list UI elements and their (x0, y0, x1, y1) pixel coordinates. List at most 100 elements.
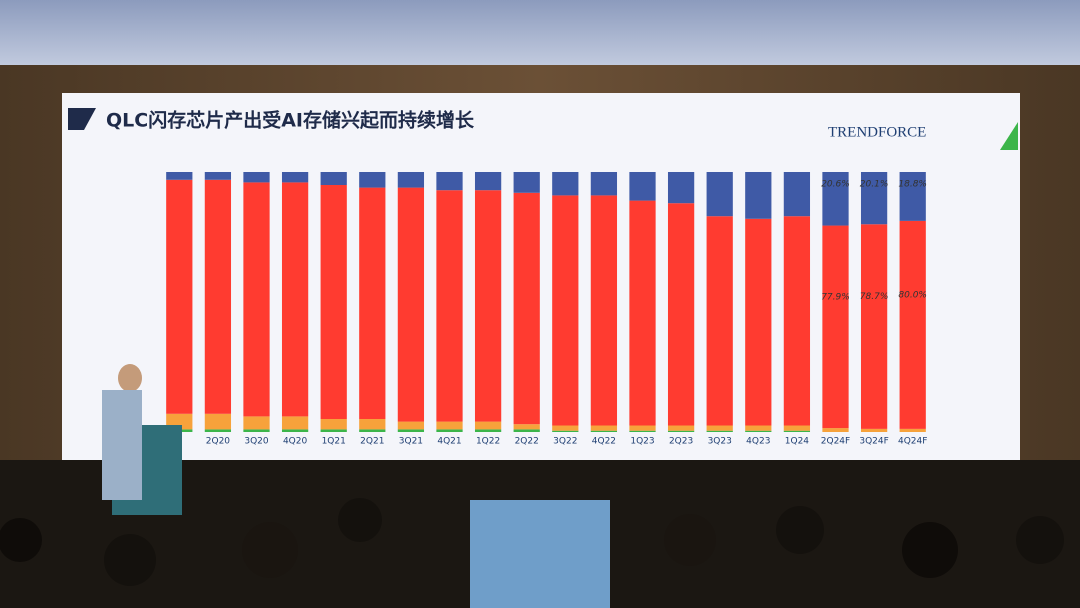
bar-segment (436, 190, 463, 422)
bar-segment (397, 172, 425, 188)
x-tick-label: 3Q24F (859, 437, 888, 447)
bar-segment (243, 172, 270, 183)
bar-segment (320, 419, 347, 430)
x-tick-label: 1Q24 (785, 437, 810, 447)
bar-segment (745, 425, 772, 431)
bar-segment (783, 216, 811, 426)
bar-segment (320, 185, 347, 419)
x-tick-label: 2Q24F (821, 437, 850, 447)
bar-segment (320, 429, 347, 432)
bar-segment (629, 430, 656, 432)
x-tick-label: 3Q22 (553, 437, 577, 447)
x-tick-label: 1Q23 (630, 437, 654, 447)
bar-segment (204, 172, 232, 180)
bar-segment (166, 179, 193, 414)
x-tick-label: 4Q20 (283, 437, 308, 447)
bar-segment (629, 172, 656, 201)
bar-segment (745, 172, 772, 219)
ceiling (0, 0, 1080, 75)
bar-segment (359, 419, 386, 430)
bar-segment (320, 172, 347, 185)
bar-segment (706, 425, 733, 431)
bar-segment (243, 182, 270, 417)
bar-segment (590, 172, 618, 196)
bar-segment (513, 192, 540, 425)
brand: TRENDFORCE (828, 124, 926, 140)
bar-segment (783, 172, 811, 217)
bar-segment (899, 172, 926, 221)
bar-segment (436, 429, 463, 432)
bar-segment (552, 195, 579, 426)
bar-segment (204, 179, 232, 414)
bar-segment (590, 430, 618, 432)
bar-segment (629, 200, 656, 426)
bar-segment (706, 430, 733, 432)
x-tick-label: 4Q23 (746, 437, 770, 447)
value-label: 20.1% (860, 180, 889, 190)
bar-segment (359, 172, 386, 188)
x-tick-label: 3Q21 (399, 437, 423, 447)
bar-segment (706, 172, 733, 217)
x-tick-label: 2Q23 (669, 437, 693, 447)
bar-segment (860, 172, 888, 225)
bar-segment (166, 172, 193, 180)
bar-segment (513, 429, 540, 432)
value-label: 20.6% (821, 180, 850, 190)
bar-segment (667, 430, 695, 432)
x-tick-label: 3Q23 (708, 437, 732, 447)
bar-segment (397, 187, 425, 422)
bar-segment (474, 429, 502, 432)
bar-segment (783, 425, 811, 431)
bar-segment (667, 172, 695, 204)
x-tick-label: 3Q20 (244, 437, 269, 447)
bar-segment (552, 430, 579, 432)
bar-segment (436, 172, 463, 191)
x-tick-label: 2Q22 (515, 437, 539, 447)
bar-segment (204, 429, 232, 432)
x-tick-label: 4Q22 (592, 437, 616, 447)
bar-segment (552, 172, 579, 196)
bar-segment (243, 416, 270, 430)
bar-segment (474, 172, 502, 191)
bar-segment (899, 220, 926, 429)
value-label: 80.0% (898, 290, 927, 300)
value-label: 18.8% (898, 180, 927, 190)
bar-segment (397, 429, 425, 432)
bar-segment (590, 195, 618, 426)
x-tick-label: 2Q20 (206, 437, 231, 447)
x-tick-label: 2Q21 (360, 437, 384, 447)
x-tick-label: 1Q21 (322, 437, 346, 447)
bar-segment (899, 428, 926, 432)
bar-segment (204, 413, 232, 430)
bar-segment (667, 425, 695, 431)
bar-segment (474, 421, 502, 430)
bar-segment (822, 172, 849, 226)
bar-segment (281, 416, 309, 430)
slide-mark (68, 108, 96, 130)
banner (470, 500, 610, 608)
bar-segment (281, 429, 309, 432)
x-tick-label: 4Q24F (898, 437, 927, 447)
bar-segment (359, 429, 386, 432)
bar-segment (822, 225, 849, 429)
slide-corner (1000, 122, 1018, 150)
bar-segment (783, 430, 811, 432)
bar-segment (860, 224, 888, 429)
bar-segment (745, 218, 772, 426)
crowd (0, 498, 1064, 586)
bar-segment (281, 182, 309, 417)
x-tick-label: 4Q21 (437, 437, 461, 447)
bar-segment (474, 190, 502, 422)
bar-segment (667, 203, 695, 426)
bar-segment (397, 421, 425, 430)
bar-segment (860, 428, 888, 432)
bar-segment (436, 421, 463, 430)
bar-segment (243, 429, 270, 432)
bar-segment (513, 424, 540, 430)
bar-segment (629, 425, 656, 431)
chart-title: QLC闪存芯片产出受AI存储兴起而持续增长 (106, 109, 475, 132)
value-label: 77.9% (821, 292, 850, 302)
bar-segment (822, 428, 849, 432)
